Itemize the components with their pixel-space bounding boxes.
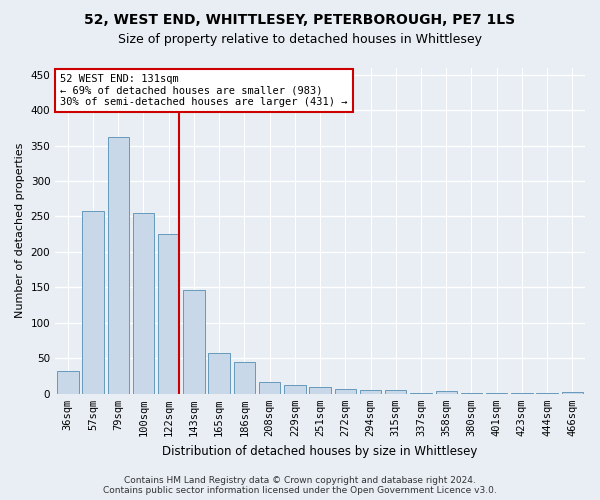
Bar xyxy=(133,213,154,394)
Bar xyxy=(536,393,558,394)
Bar xyxy=(436,391,457,394)
Bar xyxy=(511,393,533,394)
Bar xyxy=(562,392,583,394)
Bar xyxy=(259,382,280,394)
Bar xyxy=(57,371,79,394)
Bar xyxy=(410,393,432,394)
Bar xyxy=(208,354,230,394)
Bar xyxy=(461,393,482,394)
X-axis label: Distribution of detached houses by size in Whittlesey: Distribution of detached houses by size … xyxy=(163,444,478,458)
Bar xyxy=(233,362,255,394)
Bar xyxy=(385,390,406,394)
Bar xyxy=(183,290,205,394)
Bar xyxy=(82,211,104,394)
Text: Size of property relative to detached houses in Whittlesey: Size of property relative to detached ho… xyxy=(118,32,482,46)
Bar xyxy=(310,386,331,394)
Text: Contains HM Land Registry data © Crown copyright and database right 2024.
Contai: Contains HM Land Registry data © Crown c… xyxy=(103,476,497,495)
Bar xyxy=(360,390,381,394)
Bar xyxy=(107,137,129,394)
Text: 52, WEST END, WHITTLESEY, PETERBOROUGH, PE7 1LS: 52, WEST END, WHITTLESEY, PETERBOROUGH, … xyxy=(85,12,515,26)
Bar xyxy=(158,234,179,394)
Y-axis label: Number of detached properties: Number of detached properties xyxy=(15,143,25,318)
Bar xyxy=(486,393,508,394)
Bar xyxy=(284,386,305,394)
Text: 52 WEST END: 131sqm
← 69% of detached houses are smaller (983)
30% of semi-detac: 52 WEST END: 131sqm ← 69% of detached ho… xyxy=(61,74,348,107)
Bar xyxy=(335,389,356,394)
